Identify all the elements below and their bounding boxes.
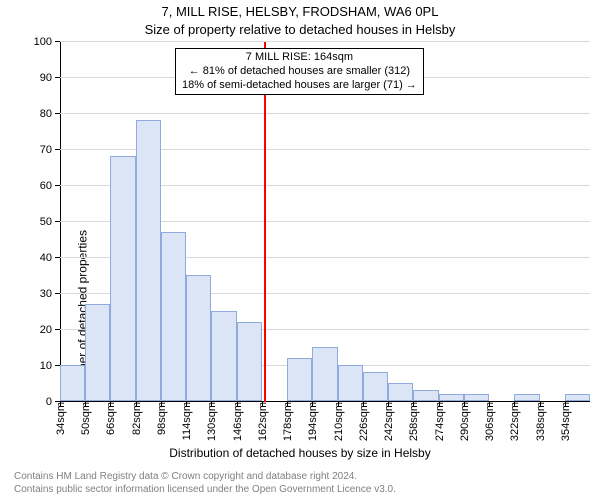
footer-line-2: Contains public sector information licen… xyxy=(14,484,396,497)
marker-line xyxy=(264,42,266,402)
y-tick-label: 70 xyxy=(40,144,60,156)
histogram-bar xyxy=(186,275,211,401)
annotation-line: ← 81% of detached houses are smaller (31… xyxy=(182,65,417,79)
histogram-bar xyxy=(565,394,590,401)
y-axis-line xyxy=(60,42,61,402)
x-tick-label: 194sqm xyxy=(305,402,319,441)
x-tick-label: 306sqm xyxy=(482,402,496,441)
x-tick-label: 146sqm xyxy=(230,402,244,441)
x-tick-label: 338sqm xyxy=(533,402,547,441)
x-tick-label: 322sqm xyxy=(507,402,521,441)
y-tick-label: 40 xyxy=(40,252,60,264)
x-tick-label: 66sqm xyxy=(103,402,117,435)
x-tick-label: 226sqm xyxy=(356,402,370,441)
x-tick-label: 98sqm xyxy=(154,402,168,435)
x-tick-label: 162sqm xyxy=(255,402,269,441)
x-tick-label: 50sqm xyxy=(78,402,92,435)
histogram-bar xyxy=(439,394,464,401)
x-tick-label: 258sqm xyxy=(406,402,420,441)
histogram-bar xyxy=(388,383,413,401)
histogram-bar xyxy=(237,322,262,401)
chart-title-address: 7, MILL RISE, HELSBY, FRODSHAM, WA6 0PL xyxy=(0,4,600,19)
x-tick-label: 82sqm xyxy=(129,402,143,435)
y-gridline xyxy=(60,113,590,114)
x-tick-label: 354sqm xyxy=(558,402,572,441)
y-tick-label: 90 xyxy=(40,72,60,84)
histogram-bar xyxy=(312,347,337,401)
y-tick-label: 10 xyxy=(40,360,60,372)
x-tick-label: 210sqm xyxy=(331,402,345,441)
histogram-bar xyxy=(413,390,438,401)
x-tick-label: 130sqm xyxy=(204,402,218,441)
histogram-bar xyxy=(514,394,539,401)
histogram-bar xyxy=(60,365,85,401)
x-tick-label: 178sqm xyxy=(280,402,294,441)
histogram-bar xyxy=(338,365,363,401)
x-axis-label: Distribution of detached houses by size … xyxy=(0,446,600,460)
histogram-bar xyxy=(136,120,161,401)
histogram-bar xyxy=(287,358,312,401)
x-tick-label: 274sqm xyxy=(432,402,446,441)
plot-area: 010203040506070809010034sqm50sqm66sqm82s… xyxy=(60,42,590,402)
histogram-bar xyxy=(211,311,236,401)
chart-frame: 7, MILL RISE, HELSBY, FRODSHAM, WA6 0PL … xyxy=(0,0,600,500)
x-tick-label: 34sqm xyxy=(53,402,67,435)
x-tick-label: 114sqm xyxy=(179,402,193,440)
chart-title-subtitle: Size of property relative to detached ho… xyxy=(0,22,600,37)
histogram-bar xyxy=(464,394,489,401)
y-tick-label: 50 xyxy=(40,216,60,228)
y-tick-label: 60 xyxy=(40,180,60,192)
x-tick-label: 242sqm xyxy=(381,402,395,441)
histogram-bar xyxy=(110,156,135,401)
annotation-line: 18% of semi-detached houses are larger (… xyxy=(182,79,417,93)
annotation-box: 7 MILL RISE: 164sqm← 81% of detached hou… xyxy=(175,48,424,95)
y-gridline xyxy=(60,41,590,42)
y-tick-label: 30 xyxy=(40,288,60,300)
annotation-line: 7 MILL RISE: 164sqm xyxy=(182,51,417,65)
footer-line-1: Contains HM Land Registry data © Crown c… xyxy=(14,471,396,484)
footer-attribution: Contains HM Land Registry data © Crown c… xyxy=(14,471,396,496)
histogram-bar xyxy=(161,232,186,401)
histogram-bar xyxy=(85,304,110,401)
y-tick-label: 20 xyxy=(40,324,60,336)
x-tick-label: 290sqm xyxy=(457,402,471,441)
y-tick-label: 80 xyxy=(40,108,60,120)
y-tick-label: 100 xyxy=(34,36,60,48)
histogram-bar xyxy=(363,372,388,401)
